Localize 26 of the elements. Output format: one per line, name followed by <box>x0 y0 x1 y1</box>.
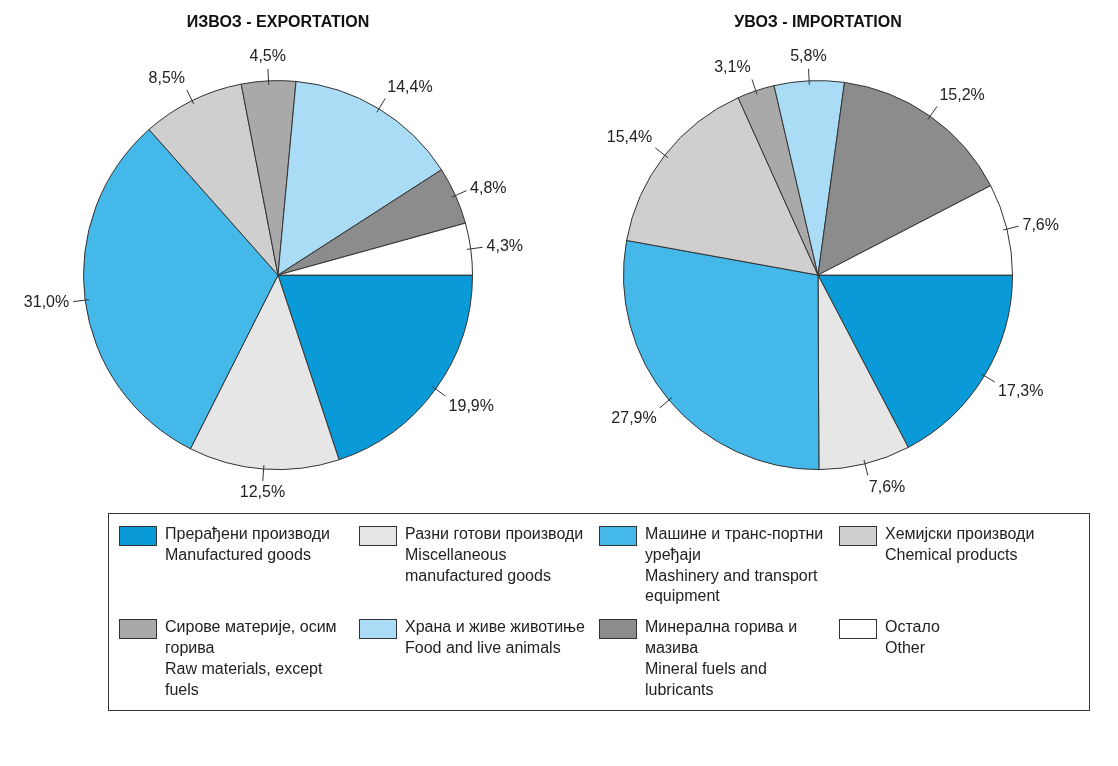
data-label: 15,2% <box>939 85 985 103</box>
data-label: 8,5% <box>148 68 186 86</box>
data-label: 15,4% <box>606 127 653 145</box>
data-label: 19,9% <box>448 396 494 414</box>
legend-label: Хемијски производи Chemical products <box>885 524 1035 565</box>
data-label: 5,8% <box>790 47 827 65</box>
legend-label: Сирове материје, осим горива Raw materials, except fuels <box>165 617 338 700</box>
legend-label: Остало Other <box>885 617 940 658</box>
data-label: 14,4% <box>387 77 433 95</box>
data-label: 7,6% <box>1022 215 1059 233</box>
data-label: 3,1% <box>714 58 751 76</box>
data-label: 27,9% <box>611 408 657 426</box>
data-label: 4,5% <box>249 47 286 65</box>
data-label: 12,5% <box>239 483 286 501</box>
legend-label: Машине и транс-портни уређаји Mashinery and transport equipment <box>645 524 825 607</box>
data-label: 4,8% <box>470 179 507 197</box>
legend-label: Минерална горива и мазива Mineral fuels and lubricants <box>645 617 799 700</box>
chart-title: УВОЗ - IMPORTATION <box>734 13 902 31</box>
data-label: 4,3% <box>486 237 524 255</box>
legend-label: Прерађени производи Manufactured goods <box>165 524 330 565</box>
legend-label: Разни готови производи Miscellaneous manufactured goods <box>405 524 585 586</box>
chart-title: ИЗВОЗ - EXPORTATION <box>186 13 370 31</box>
data-label: 7,6% <box>868 477 906 495</box>
data-label: 31,0% <box>23 292 70 310</box>
legend-label: Храна и живе животиње Food and live animals <box>405 617 586 658</box>
data-label: 17,3% <box>998 382 1044 400</box>
